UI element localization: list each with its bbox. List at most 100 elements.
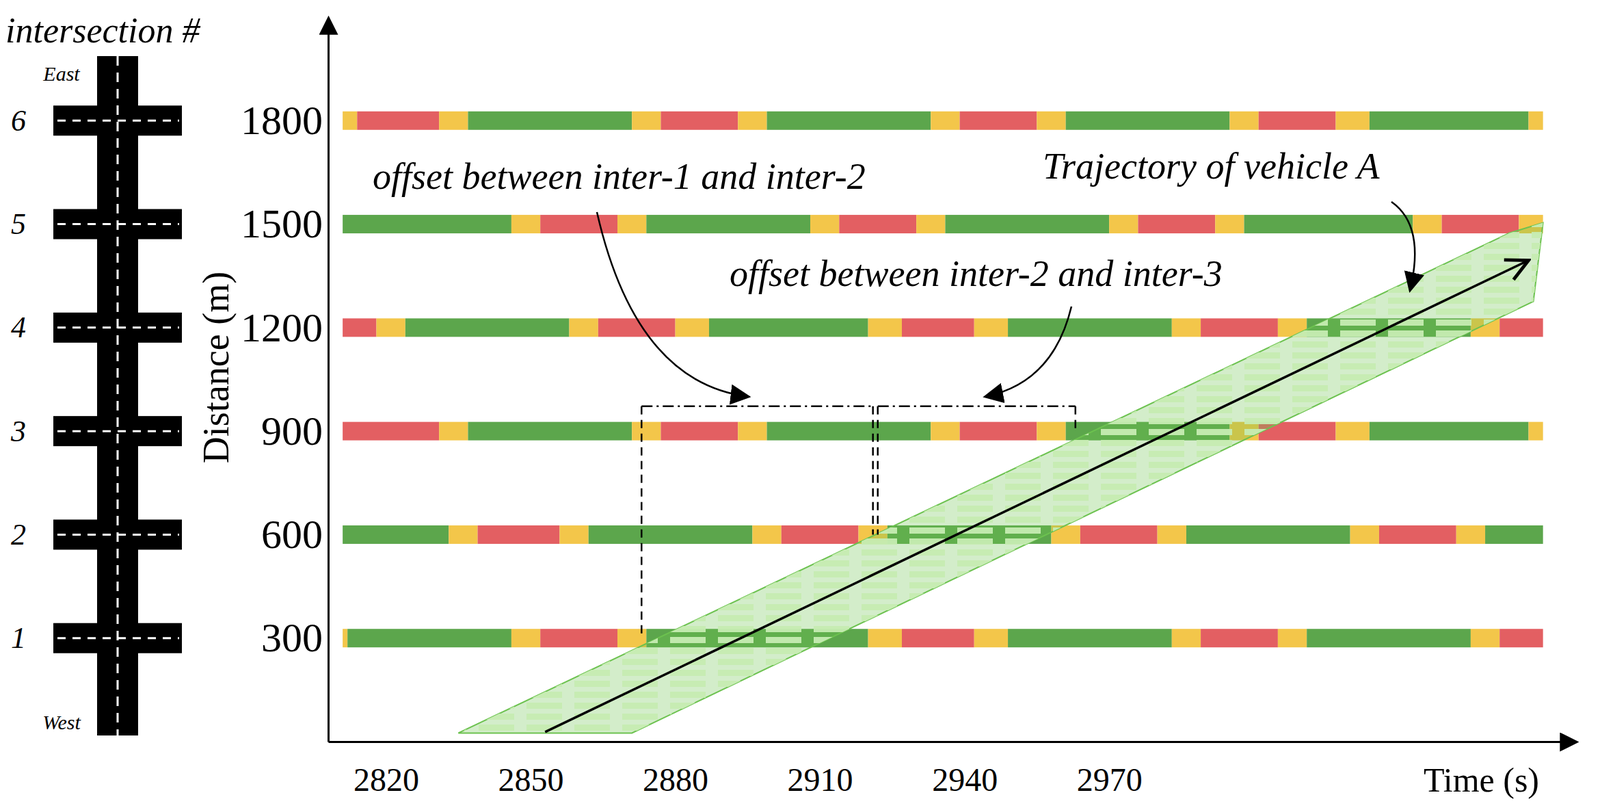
signal-phase	[1369, 111, 1529, 130]
signal-phase	[868, 628, 902, 647]
signal-phase	[1036, 421, 1066, 441]
y-axis-title: Distance (m)	[195, 271, 237, 463]
signal-phase	[660, 111, 738, 130]
annotation-arrow	[596, 211, 749, 397]
signal-phase	[1007, 317, 1172, 337]
y-axis-line	[327, 17, 330, 742]
signal-phase	[1157, 525, 1187, 544]
x-tick: 2970	[1076, 741, 1143, 798]
intersection-number: 1	[10, 620, 26, 655]
signal-phase	[1499, 628, 1543, 647]
signal-row	[342, 214, 1543, 234]
signal-phase	[467, 421, 632, 441]
y-tick: 1200	[240, 304, 329, 351]
y-tick-label: 300	[261, 614, 323, 660]
trajectory-label: Trajectory of vehicle A	[1042, 145, 1380, 187]
trajectory-band-hatch	[458, 222, 1543, 733]
x-axis-title: Time (s)	[1423, 760, 1540, 799]
x-tick: 2880	[642, 741, 709, 798]
signal-phase	[1036, 111, 1066, 130]
y-tick-label: 900	[261, 408, 323, 454]
y-tick: 900	[261, 408, 329, 454]
signal-phase	[752, 525, 781, 544]
annotations: offset between inter-1 and inter-2 offset…	[372, 145, 1415, 638]
signal-phase	[1137, 214, 1216, 234]
signal-phase	[960, 111, 1038, 130]
signal-phase	[477, 525, 560, 544]
signal-phase	[960, 421, 1038, 441]
signal-phase	[347, 628, 512, 647]
offset-label: offset between inter-2 and inter-3	[729, 252, 1223, 295]
signal-phase	[781, 525, 859, 544]
signal-phase	[540, 628, 618, 647]
signal-phase	[868, 317, 902, 337]
signal-phase	[1200, 628, 1278, 647]
y-axis: 300600900120015001800	[240, 17, 329, 742]
x-tick-label: 2850	[498, 761, 565, 798]
signal-phase	[1528, 111, 1543, 130]
signal-phase	[1229, 111, 1259, 130]
signal-phase	[1306, 628, 1471, 647]
signal-phase	[511, 214, 541, 234]
x-axis-line	[328, 740, 1578, 743]
intersection-number: 3	[10, 414, 26, 448]
signal-phase	[901, 628, 975, 647]
y-tick: 1800	[240, 97, 329, 143]
signal-phase	[1456, 525, 1486, 544]
signal-phase	[1369, 421, 1529, 441]
x-tick-label: 2880	[642, 761, 709, 798]
intersection-icons: 123456	[10, 56, 182, 736]
x-axis: 2820 2850 2880 2910 2940 2970	[328, 741, 1578, 798]
signal-phase	[1171, 317, 1201, 337]
x-tick: 2820	[353, 741, 420, 798]
intersection-title: intersection #	[5, 10, 202, 50]
y-tick: 600	[261, 511, 329, 557]
signal-phase	[1528, 421, 1543, 441]
signal-phase	[1065, 111, 1231, 130]
x-tick-label: 2940	[931, 761, 998, 798]
plot-area	[342, 111, 1543, 733]
signal-phase	[810, 214, 839, 234]
signal-phase	[1379, 525, 1457, 544]
annotation-arrow	[984, 306, 1072, 397]
signal-phase	[1335, 421, 1369, 441]
offset-bracket	[877, 405, 1076, 408]
x-tick-label: 2970	[1076, 761, 1143, 798]
signal-phase	[448, 525, 478, 544]
x-tick-label: 2820	[353, 761, 420, 798]
signal-phase	[438, 111, 468, 130]
signal-phase	[511, 628, 541, 647]
signal-row	[342, 421, 1543, 441]
signal-phase	[675, 317, 710, 337]
signal-phase	[1109, 214, 1138, 234]
offset-bracket	[641, 405, 873, 408]
signal-row	[342, 111, 1543, 130]
signal-phase	[709, 317, 869, 337]
signal-phase	[930, 421, 960, 441]
direction-label: West	[42, 710, 81, 733]
signal-phase	[1215, 214, 1244, 234]
vehicle-trajectory	[544, 260, 1529, 732]
signal-phase	[974, 628, 1008, 647]
x-tick: 2940	[931, 741, 998, 798]
signal-phase	[1442, 214, 1520, 234]
signal-phase	[1350, 525, 1380, 544]
signal-phase	[646, 214, 811, 234]
signal-phase	[569, 317, 599, 337]
signal-phase	[944, 214, 1110, 234]
signal-phase	[342, 421, 439, 441]
signal-phase	[1200, 317, 1278, 337]
signal-phase	[376, 317, 406, 337]
annotation-arrow	[1391, 201, 1415, 291]
signal-phase	[737, 111, 767, 130]
signal-phase	[405, 317, 570, 337]
signal-phase	[1258, 111, 1337, 130]
signal-phase	[1007, 628, 1172, 647]
signal-phase	[342, 317, 377, 337]
x-tick: 2910	[787, 741, 854, 798]
offset-label: offset between inter-1 and inter-2	[372, 155, 866, 197]
trajectory-band	[458, 222, 1543, 733]
offset-start-line	[640, 406, 643, 638]
x-tick-label: 2910	[787, 761, 854, 798]
intersection-number: 6	[10, 103, 26, 138]
